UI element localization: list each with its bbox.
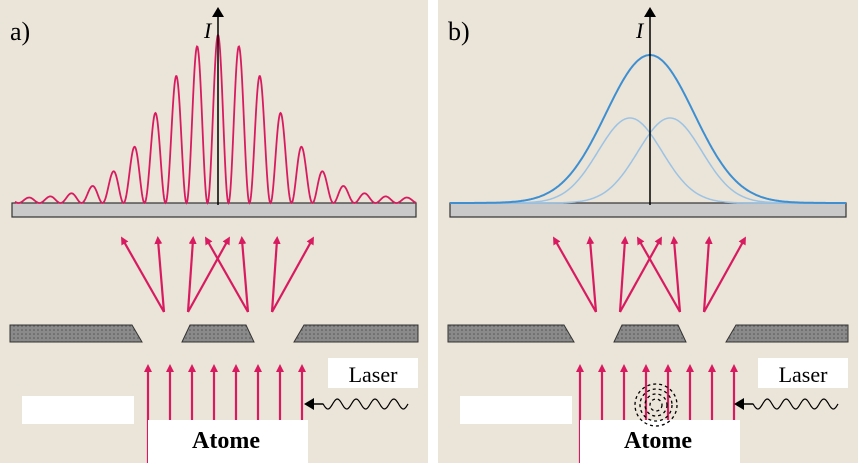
scatter-wave bbox=[634, 383, 678, 427]
slit-plate bbox=[181, 324, 255, 343]
scatter-arrow bbox=[637, 236, 681, 313]
axis-label: I bbox=[635, 18, 645, 43]
scatter-arrow bbox=[619, 236, 662, 313]
panel-a: Ia) Atome Laser bbox=[9, 7, 419, 463]
scatter-wave bbox=[649, 398, 663, 412]
label-box bbox=[580, 420, 740, 463]
interference-curve bbox=[14, 33, 417, 205]
slit-plate bbox=[613, 324, 687, 343]
scatter-arrow bbox=[121, 236, 165, 313]
sum-curve bbox=[450, 54, 846, 204]
scatter-arrow bbox=[154, 236, 166, 313]
slit-plate bbox=[9, 324, 143, 343]
scatter-arrow bbox=[553, 236, 597, 313]
scatter-arrow bbox=[186, 236, 197, 313]
scatter-arrow bbox=[618, 236, 629, 313]
scatter-arrow bbox=[187, 236, 230, 313]
screen bbox=[11, 202, 417, 218]
slit-plate bbox=[725, 324, 849, 343]
scatter-wave bbox=[639, 388, 673, 422]
screen bbox=[449, 202, 847, 218]
slit-plate bbox=[293, 324, 419, 343]
label-box bbox=[758, 358, 848, 388]
laser-label: Laser bbox=[349, 362, 399, 387]
slit-plate bbox=[447, 324, 575, 343]
scatter-arrow bbox=[670, 236, 682, 313]
laser-wave bbox=[322, 398, 409, 410]
scatter-arrow bbox=[238, 236, 250, 313]
laser-label: Laser bbox=[779, 362, 829, 387]
source-label: Atome bbox=[624, 428, 692, 454]
axis-label: I bbox=[203, 18, 213, 43]
scatter-wave bbox=[644, 393, 668, 417]
label-box bbox=[460, 396, 572, 424]
single-slit-curve bbox=[450, 117, 846, 204]
label-box bbox=[328, 358, 418, 388]
scatter-arrow bbox=[586, 236, 598, 313]
panel-background bbox=[438, 0, 858, 463]
scatter-arrow bbox=[271, 236, 314, 313]
panel-label: a) bbox=[10, 17, 30, 46]
scatter-arrow bbox=[270, 236, 281, 313]
laser-wave bbox=[752, 398, 839, 410]
panel-label: b) bbox=[448, 17, 470, 46]
panel-b: Ib) Atome Laser bbox=[447, 7, 849, 463]
label-box bbox=[148, 420, 308, 463]
scatter-arrow bbox=[205, 236, 249, 313]
scatter-arrow bbox=[703, 236, 746, 313]
source-label: Atome bbox=[192, 428, 260, 454]
scatter-arrow bbox=[702, 236, 713, 313]
label-box bbox=[22, 396, 134, 424]
